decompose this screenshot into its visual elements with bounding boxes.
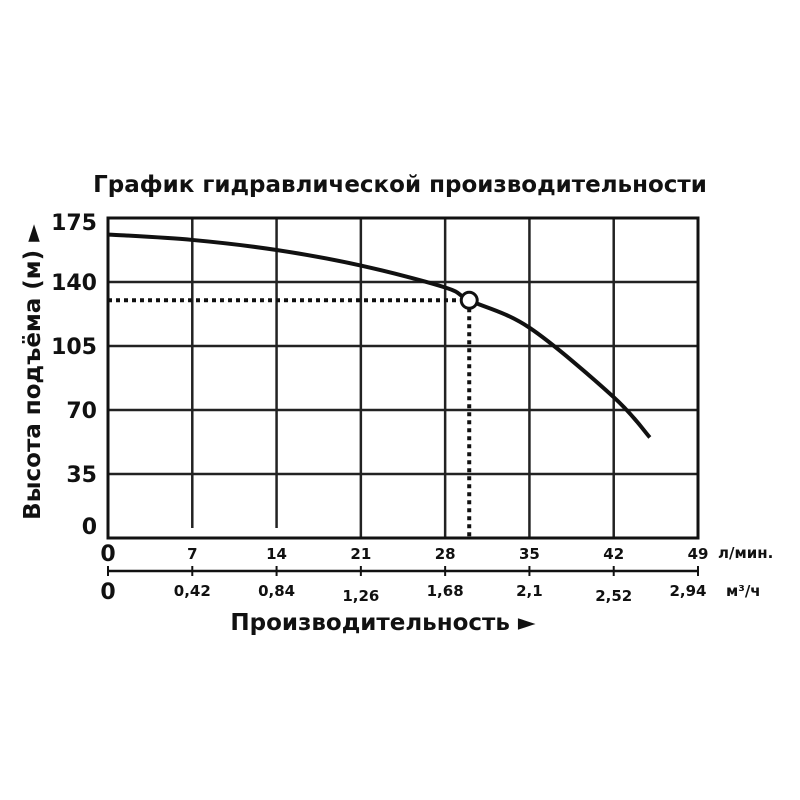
y-tick-label: 175 bbox=[51, 211, 97, 236]
series bbox=[107, 232, 652, 538]
x-tick-label: 35 bbox=[519, 545, 540, 563]
x2-tick-label: 2,52 bbox=[595, 587, 632, 605]
x2-tick-label: 0,42 bbox=[174, 582, 211, 600]
x-unit-secondary: м³/ч bbox=[726, 582, 761, 600]
x2-tick-label: 0,84 bbox=[258, 582, 295, 600]
plot-border bbox=[106, 216, 700, 540]
performance-curve bbox=[107, 232, 652, 439]
x-unit-primary: л/мин. bbox=[718, 544, 773, 562]
y-tick-label: 70 bbox=[66, 399, 97, 424]
x2-tick-label: 1,26 bbox=[342, 587, 379, 605]
y-tick-labels: 0 35 70 105 140 175 bbox=[51, 211, 97, 540]
x-axis-title: Производительность ► bbox=[230, 610, 536, 636]
x2-tick-label: 2,94 bbox=[669, 582, 706, 600]
operating-point-marker bbox=[459, 290, 479, 310]
grid bbox=[106, 216, 700, 576]
x-tick-label: 14 bbox=[266, 545, 287, 563]
x-tick-label: 21 bbox=[350, 545, 371, 563]
x2-tick-label: 0 bbox=[100, 580, 115, 605]
x2-tick-label: 2,1 bbox=[516, 582, 543, 600]
x-tick-labels: 0 7 14 21 28 35 42 49 0 0,42 0,84 1,26 1,68 2,1 2,52 2,… bbox=[100, 542, 708, 605]
y-tick-label: 140 bbox=[51, 271, 97, 296]
chart-title: График гидравлической производительности bbox=[93, 172, 707, 198]
x-tick-label: 28 bbox=[435, 545, 456, 563]
x-tick-label: 0 bbox=[100, 542, 115, 567]
y-tick-label: 0 bbox=[82, 515, 97, 540]
x-tick-label: 49 bbox=[688, 545, 709, 563]
x-tick-label: 7 bbox=[187, 545, 197, 563]
x2-tick-label: 1,68 bbox=[427, 582, 464, 600]
y-tick-label: 35 bbox=[66, 463, 97, 488]
y-tick-label: 105 bbox=[51, 335, 97, 360]
x-tick-label: 42 bbox=[603, 545, 624, 563]
y-axis-title: Высота подъёма (м) ► bbox=[20, 224, 46, 520]
